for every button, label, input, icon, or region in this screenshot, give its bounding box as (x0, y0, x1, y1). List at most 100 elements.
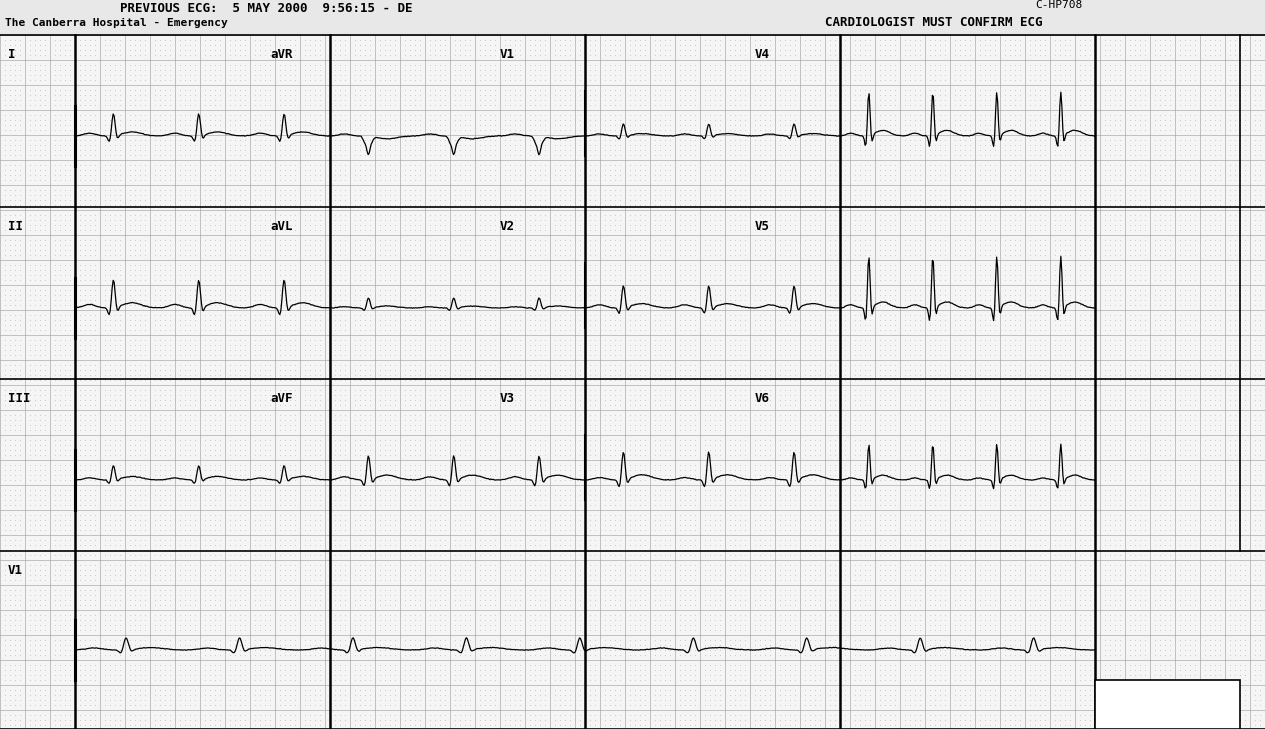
Point (660, 139, 681, 151)
Point (605, 269, 625, 281)
Point (750, 669, 770, 681)
Point (684, 594, 705, 606)
Point (95, 619, 115, 631)
Point (1219, 424, 1240, 436)
Point (435, 334, 455, 346)
Point (750, 189, 770, 200)
Point (305, 194, 325, 206)
Point (1185, 464, 1206, 476)
Point (1020, 34, 1040, 46)
Point (660, 249, 681, 261)
Point (620, 544, 640, 555)
Point (0, 399, 20, 411)
Point (875, 584, 896, 596)
Point (886, 419, 906, 431)
Point (430, 149, 450, 161)
Point (25, 694, 46, 706)
Point (610, 159, 630, 171)
Point (0, 89, 20, 101)
Point (130, 89, 151, 101)
Point (1055, 474, 1075, 486)
Point (925, 260, 945, 271)
Point (1219, 374, 1240, 386)
Point (425, 584, 445, 596)
Point (235, 714, 256, 726)
Point (455, 624, 476, 636)
Point (1085, 674, 1106, 686)
Point (474, 699, 495, 711)
Point (886, 685, 906, 696)
Point (380, 39, 400, 51)
Point (1175, 324, 1195, 336)
Point (320, 39, 340, 51)
Point (725, 484, 745, 496)
Point (975, 159, 996, 171)
Point (955, 314, 975, 326)
Point (1030, 424, 1050, 436)
Point (530, 369, 550, 381)
Point (1075, 409, 1095, 421)
Point (1130, 674, 1150, 686)
Point (679, 59, 700, 71)
Point (400, 349, 420, 361)
Point (1075, 524, 1095, 536)
Point (1235, 685, 1255, 696)
Point (894, 124, 915, 136)
Point (1125, 194, 1145, 206)
Point (44, 609, 65, 621)
Point (550, 659, 571, 671)
Point (1200, 489, 1221, 501)
Point (950, 174, 970, 186)
Point (330, 244, 350, 256)
Point (235, 244, 256, 256)
Point (1255, 589, 1265, 601)
Point (1085, 64, 1106, 76)
Point (810, 289, 830, 301)
Point (605, 344, 625, 356)
Point (1219, 409, 1240, 421)
Point (345, 144, 366, 156)
Point (775, 484, 796, 496)
Point (1225, 559, 1245, 571)
Point (210, 519, 230, 531)
Point (1200, 274, 1221, 286)
Point (630, 159, 650, 171)
Point (49, 34, 70, 46)
Point (700, 599, 720, 611)
Point (395, 289, 415, 301)
Point (359, 189, 380, 200)
Point (694, 659, 715, 671)
Point (1095, 289, 1116, 301)
Point (610, 599, 630, 611)
Point (495, 439, 515, 451)
Point (1125, 494, 1145, 506)
Point (904, 669, 925, 681)
Point (5, 189, 25, 200)
Point (1180, 299, 1200, 311)
Point (945, 149, 965, 161)
Point (1175, 214, 1195, 226)
Point (400, 494, 420, 506)
Point (250, 594, 271, 606)
Point (254, 289, 275, 301)
Point (1225, 359, 1245, 371)
Point (405, 544, 425, 555)
Point (20, 359, 40, 371)
Point (799, 334, 820, 346)
Point (645, 349, 665, 361)
Point (535, 709, 555, 721)
Point (405, 549, 425, 561)
Point (750, 59, 770, 71)
Point (1055, 349, 1075, 361)
Point (1250, 274, 1265, 286)
Point (510, 74, 530, 86)
Point (380, 219, 400, 231)
Point (620, 199, 640, 211)
Point (569, 339, 589, 351)
Point (455, 384, 476, 396)
Point (1025, 334, 1045, 346)
Point (1255, 644, 1265, 656)
Point (80, 519, 100, 531)
Point (385, 189, 405, 200)
Point (925, 109, 945, 121)
